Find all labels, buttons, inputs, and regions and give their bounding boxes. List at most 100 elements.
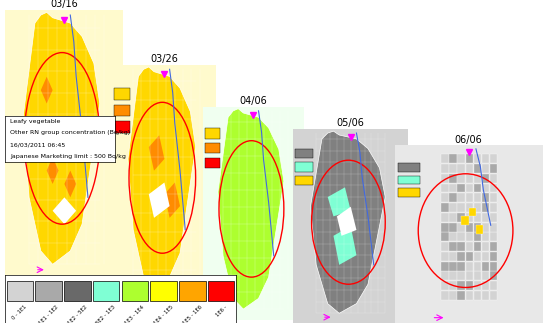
Polygon shape [164, 182, 180, 218]
Bar [397, 176, 420, 184]
Bar [473, 164, 481, 173]
Bar [449, 223, 456, 232]
Polygon shape [337, 207, 356, 236]
Bar [441, 203, 449, 212]
Bar [64, 281, 90, 301]
Bar [449, 183, 456, 193]
Bar [458, 223, 465, 232]
Bar [482, 174, 489, 183]
Text: Japanese Marketing limit : 500 Bq/kg: Japanese Marketing limit : 500 Bq/kg [10, 154, 125, 159]
Bar [469, 207, 476, 216]
Title: 03/26: 03/26 [151, 54, 178, 64]
Bar [466, 223, 473, 232]
Bar [441, 252, 449, 261]
Text: 1E3 - 1E4: 1E3 - 1E4 [124, 305, 146, 323]
Bar [115, 121, 130, 133]
Bar [473, 262, 481, 271]
Bar [466, 281, 473, 290]
Polygon shape [65, 171, 76, 197]
Bar [490, 183, 498, 193]
Bar [458, 154, 465, 163]
Bar [441, 174, 449, 183]
Bar [295, 176, 313, 185]
Bar [482, 193, 489, 202]
Bar [482, 252, 489, 261]
Bar [295, 162, 313, 172]
Bar [466, 252, 473, 261]
Bar [7, 281, 33, 301]
Bar [397, 163, 420, 172]
Bar [449, 291, 456, 300]
Bar [466, 193, 473, 202]
Bar [490, 154, 498, 163]
Bar [458, 193, 465, 202]
Bar [458, 213, 465, 222]
Bar [397, 188, 420, 197]
Text: 16/03/2011 06:45: 16/03/2011 06:45 [10, 142, 65, 147]
Bar [458, 233, 465, 241]
Bar [449, 213, 456, 222]
Polygon shape [41, 130, 65, 157]
Bar [473, 291, 481, 300]
Bar [449, 233, 456, 241]
Bar [449, 242, 456, 251]
Bar [473, 252, 481, 261]
Bar [208, 281, 235, 301]
Bar [461, 216, 469, 225]
Bar [482, 281, 489, 290]
Bar [466, 291, 473, 300]
Bar [36, 281, 62, 301]
Polygon shape [149, 182, 170, 218]
Title: 05/06: 05/06 [337, 119, 364, 129]
Polygon shape [149, 135, 164, 171]
Bar [473, 154, 481, 163]
Bar [490, 174, 498, 183]
Bar [441, 242, 449, 251]
Bar [205, 158, 220, 168]
Bar [490, 291, 498, 300]
Polygon shape [59, 117, 70, 144]
Bar [490, 262, 498, 271]
Bar [441, 223, 449, 232]
Polygon shape [310, 131, 385, 313]
Bar [476, 225, 483, 234]
Bar [466, 154, 473, 163]
Bar [441, 164, 449, 173]
Bar [458, 183, 465, 193]
Bar [490, 252, 498, 261]
Bar [466, 174, 473, 183]
Bar [458, 164, 465, 173]
Bar [466, 262, 473, 271]
Bar [473, 174, 481, 183]
Text: 5E2 - 1E3: 5E2 - 1E3 [95, 305, 117, 323]
Bar [441, 281, 449, 290]
Bar [482, 223, 489, 232]
Bar [490, 213, 498, 222]
Bar [490, 164, 498, 173]
Bar [93, 281, 119, 301]
Bar [151, 281, 177, 301]
Bar [441, 193, 449, 202]
Bar [482, 213, 489, 222]
Bar [449, 281, 456, 290]
Bar [482, 203, 489, 212]
Polygon shape [333, 226, 356, 265]
Bar [473, 242, 481, 251]
Bar [490, 223, 498, 232]
Title: 06/06: 06/06 [455, 135, 482, 145]
Bar [490, 281, 498, 290]
Bar [482, 154, 489, 163]
Bar [115, 88, 130, 100]
Bar [458, 242, 465, 251]
Bar [458, 203, 465, 212]
Polygon shape [218, 109, 284, 309]
Text: 1E2 - 5E2: 1E2 - 5E2 [67, 305, 88, 323]
Polygon shape [243, 203, 259, 234]
Bar [482, 233, 489, 241]
Bar [482, 291, 489, 300]
Bar [458, 252, 465, 261]
Bar [490, 271, 498, 280]
Bar [449, 271, 456, 280]
Bar [449, 154, 456, 163]
Bar [441, 291, 449, 300]
